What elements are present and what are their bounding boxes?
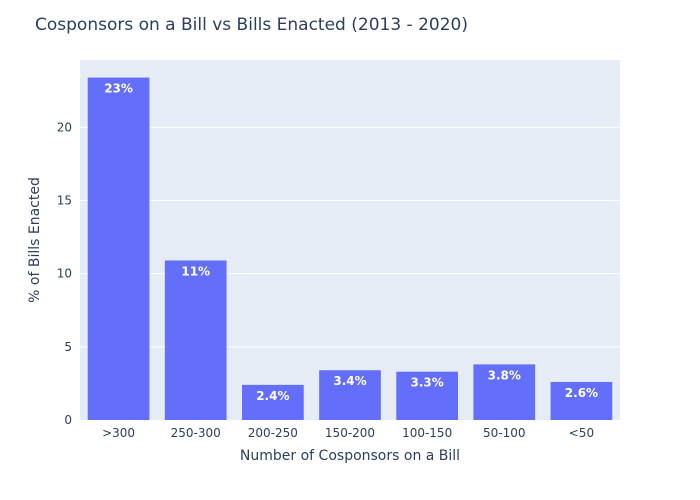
- bar-data-label: 23%: [104, 82, 133, 96]
- bar-data-label: 3.4%: [333, 374, 366, 388]
- y-tick-label: 15: [57, 193, 72, 207]
- bar-data-label: 2.4%: [256, 389, 289, 403]
- chart-title: Cosponsors on a Bill vs Bills Enacted (2…: [35, 15, 468, 35]
- y-tick-label: 5: [64, 340, 72, 354]
- bar: [319, 370, 381, 420]
- x-tick-label: 200-250: [248, 426, 298, 440]
- y-tick-label: 10: [57, 267, 72, 281]
- x-tick-label: >300: [102, 426, 135, 440]
- y-tick-label: 0: [64, 413, 72, 427]
- x-axis-ticks: >300 250-300 200-250 150-200 100-150 50-100 <5…: [102, 426, 594, 440]
- x-tick-label: 250-300: [171, 426, 221, 440]
- y-tick-label: 20: [57, 120, 72, 134]
- bar: [473, 364, 536, 420]
- y-axis-ticks: 0 5 10 15 20: [57, 120, 72, 427]
- bar-labels: 23% 11% 2.4% 3.4% 3.3% 3.8% 2.6%: [104, 82, 598, 403]
- x-tick-label: 150-200: [325, 426, 375, 440]
- bar: [164, 260, 227, 420]
- x-tick-label: 50-100: [483, 426, 526, 440]
- plot-area: [80, 60, 620, 420]
- bar-data-label: 3.8%: [488, 368, 521, 382]
- bars: [87, 77, 613, 420]
- bar: [242, 384, 304, 420]
- y-axis-title: % of Bills Enacted: [27, 177, 43, 303]
- bar-data-label: 3.3%: [411, 376, 444, 390]
- x-tick-label: <50: [569, 426, 594, 440]
- bar-data-label: 2.6%: [565, 386, 598, 400]
- x-tick-label: 100-150: [402, 426, 452, 440]
- x-axis-title: Number of Cosponsors on a Bill: [240, 448, 460, 464]
- bar: [396, 371, 458, 420]
- bar: [87, 77, 150, 420]
- bar: [550, 381, 613, 420]
- bar-data-label: 11%: [181, 264, 210, 278]
